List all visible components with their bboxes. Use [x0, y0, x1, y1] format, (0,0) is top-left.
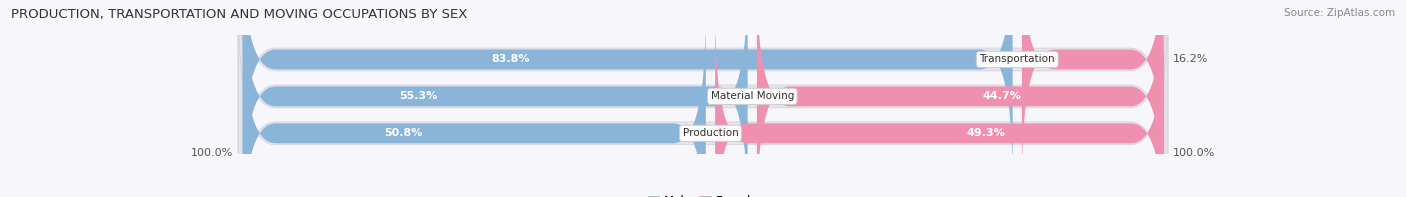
Text: Material Moving: Material Moving [710, 91, 794, 101]
Text: 55.3%: 55.3% [399, 91, 437, 101]
FancyBboxPatch shape [243, 0, 748, 197]
Text: Transportation: Transportation [980, 54, 1054, 64]
Text: 49.3%: 49.3% [966, 128, 1005, 138]
Text: 44.7%: 44.7% [983, 91, 1021, 101]
FancyBboxPatch shape [243, 14, 706, 197]
FancyBboxPatch shape [756, 0, 1163, 197]
FancyBboxPatch shape [243, 0, 1012, 179]
Text: 16.2%: 16.2% [1173, 54, 1208, 64]
FancyBboxPatch shape [238, 0, 1168, 197]
FancyBboxPatch shape [238, 0, 1168, 197]
Text: Source: ZipAtlas.com: Source: ZipAtlas.com [1284, 8, 1395, 18]
Text: PRODUCTION, TRANSPORTATION AND MOVING OCCUPATIONS BY SEX: PRODUCTION, TRANSPORTATION AND MOVING OC… [11, 8, 468, 21]
Text: 50.8%: 50.8% [384, 128, 423, 138]
FancyBboxPatch shape [1022, 0, 1163, 179]
FancyBboxPatch shape [238, 0, 1168, 196]
Text: 100.0%: 100.0% [1173, 148, 1215, 158]
FancyBboxPatch shape [716, 14, 1164, 197]
Text: Production: Production [682, 128, 738, 138]
Text: 100.0%: 100.0% [191, 148, 233, 158]
Text: 83.8%: 83.8% [492, 54, 530, 64]
Legend: Male, Female: Male, Female [643, 190, 763, 197]
